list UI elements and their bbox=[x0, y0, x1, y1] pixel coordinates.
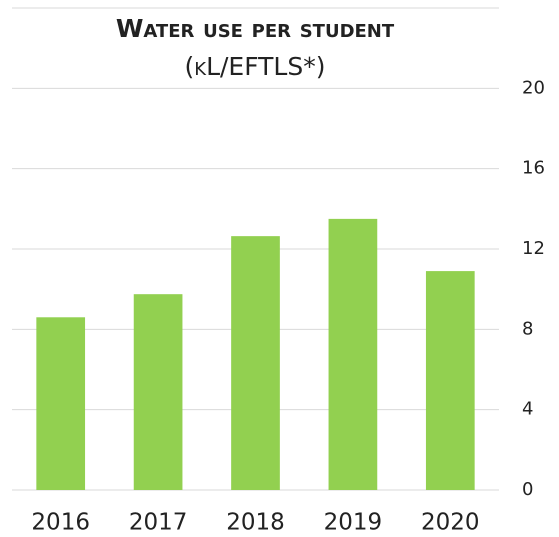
x-tick-label: 2016 bbox=[31, 510, 90, 536]
x-tick-label: 2017 bbox=[129, 510, 188, 536]
bar bbox=[133, 294, 183, 490]
x-tick-label: 2018 bbox=[226, 510, 285, 536]
bar bbox=[231, 236, 280, 490]
y-tick-label: 4 bbox=[522, 399, 533, 420]
bar bbox=[328, 218, 378, 490]
bar bbox=[36, 317, 86, 490]
y-tick-label: 20 bbox=[522, 77, 545, 98]
chart-title: Water use per student bbox=[116, 14, 395, 43]
x-tick-label: 2019 bbox=[324, 510, 383, 536]
chart-subtitle: (kL/EFTLS*) bbox=[185, 52, 326, 81]
y-tick-label: 0 bbox=[522, 479, 533, 500]
bar bbox=[425, 271, 475, 490]
x-tick-label: 2020 bbox=[421, 510, 480, 536]
y-tick-label: 8 bbox=[522, 318, 533, 339]
y-tick-label: 12 bbox=[522, 238, 545, 259]
y-tick-label: 16 bbox=[522, 158, 545, 179]
